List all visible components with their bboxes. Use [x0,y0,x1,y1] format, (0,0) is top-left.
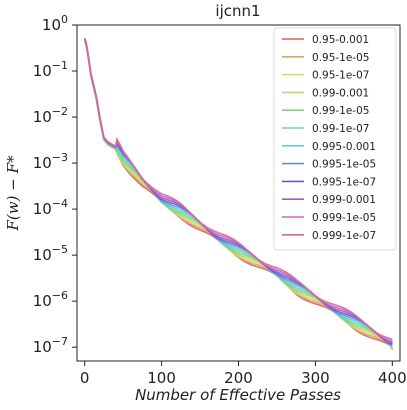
x-tick-label: 0 [80,369,90,387]
series-lines [83,37,394,350]
legend-label: 0.995-0.001 [312,141,376,153]
series-line [83,37,393,341]
legend-label: 0.95-1e-05 [312,52,369,64]
x-tick-label: 200 [224,369,253,387]
x-axis-label: Number of Effective Passes [135,386,341,404]
legend-label: 0.99-0.001 [312,87,369,99]
y-tick-label: 10−7 [33,335,68,356]
legend-label: 0.995-1e-05 [312,159,376,171]
y-tick-label: 100 [42,13,68,34]
y-tick-label: 10−1 [33,59,68,80]
legend-label: 0.999-0.001 [312,194,376,206]
y-tick-label: 10−6 [33,289,68,310]
x-tick-label: 100 [147,369,176,387]
legend-label: 0.99-1e-07 [312,123,369,135]
legend-label: 0.995-1e-07 [312,176,376,188]
y-axis: 100 10−1 10−2 10−3 10−4 10−5 10−6 10−7 [33,13,77,356]
chart-title: ijcnn1 [215,2,260,20]
y-tick-label: 10−2 [33,105,68,126]
x-tick-label: 300 [301,369,330,387]
legend-label: 0.99-1e-05 [312,105,369,117]
y-tick-label: 10−5 [33,243,68,264]
legend: 0.95-0.001 0.95-1e-05 0.95-1e-07 0.99-0.001… [273,27,397,251]
x-axis: 0 100 200 300 400 [80,361,407,387]
x-tick-label: 400 [378,369,407,387]
legend-label: 0.999-1e-05 [312,212,376,224]
legend-label: 0.95-1e-07 [312,70,369,82]
y-tick-label: 10−4 [33,197,68,218]
legend-box [273,27,397,251]
legend-label: 0.95-0.001 [312,34,369,46]
y-tick-label: 10−3 [33,151,68,172]
series-line [83,39,393,347]
y-axis-label: F(w) − F* [4,155,22,231]
legend-label: 0.999-1e-07 [312,230,376,242]
